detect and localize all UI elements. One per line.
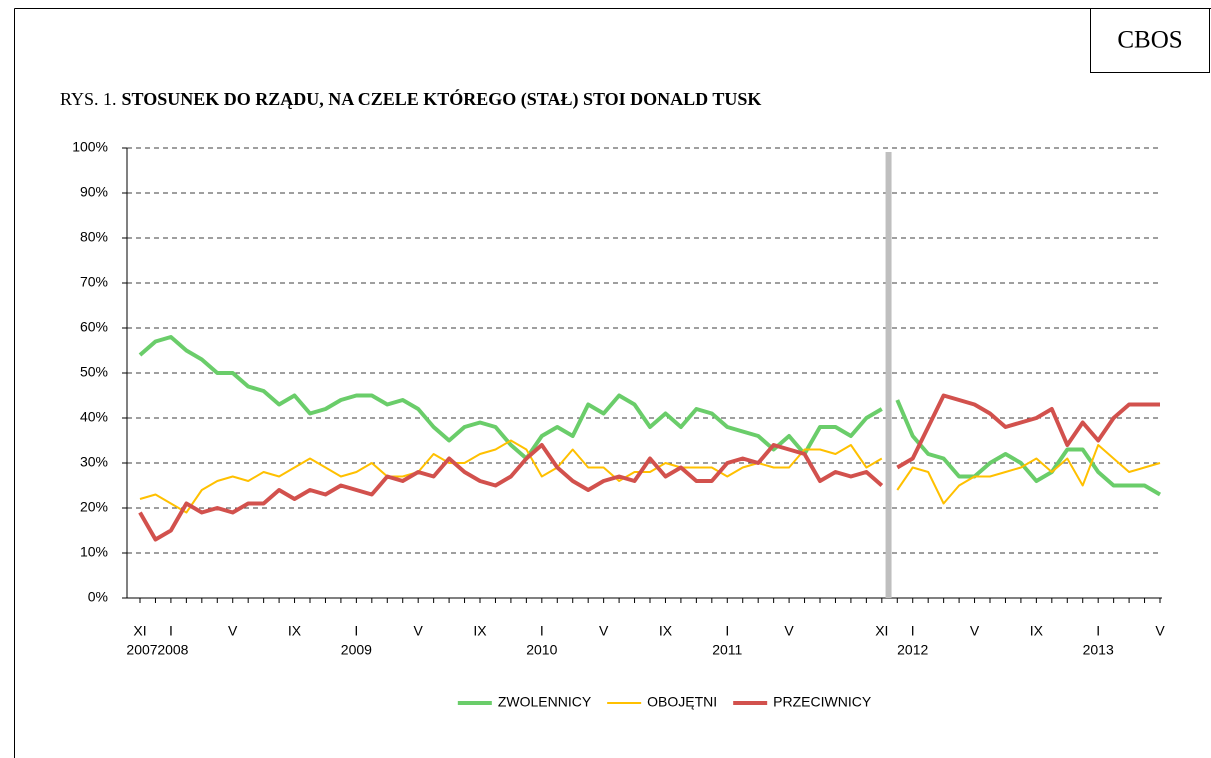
x-tick-label: I [1096, 623, 1100, 639]
x-tick-label: I [169, 623, 173, 639]
x-year-label: 2009 [341, 642, 372, 658]
legend-label: PRZECIWNICY [773, 694, 872, 710]
badge: CBOS [1117, 27, 1182, 54]
x-tick-label: IX [288, 623, 302, 639]
legend-label: OBOJĘTNI [647, 694, 717, 710]
x-tick-label: V [970, 623, 980, 639]
x-tick-label: IX [473, 623, 487, 639]
x-tick-label: V [1155, 623, 1165, 639]
y-tick-label: 60% [80, 319, 108, 335]
series-line [138, 443, 884, 542]
title-prefix: RYS. 1. [60, 89, 117, 109]
x-tick-label: V [228, 623, 238, 639]
x-tick-label: IX [659, 623, 673, 639]
y-tick-label: 80% [80, 229, 108, 245]
x-tick-label: XI [133, 623, 146, 639]
x-year-label: 2010 [526, 642, 557, 658]
x-tick-label: I [725, 623, 729, 639]
x-tick-label: V [784, 623, 794, 639]
badge-box [1090, 8, 1210, 73]
y-tick-label: 90% [80, 184, 108, 200]
y-tick-label: 30% [80, 454, 108, 470]
x-year-label: 2012 [897, 642, 928, 658]
y-tick-label: 100% [72, 139, 108, 155]
y-tick-label: 40% [80, 409, 108, 425]
x-tick-label: I [354, 623, 358, 639]
x-tick-label: V [414, 623, 424, 639]
y-tick-label: 50% [80, 364, 108, 380]
x-tick-label: I [540, 623, 544, 639]
x-tick-label: V [599, 623, 609, 639]
y-tick-label: 70% [80, 274, 108, 290]
series-line [895, 399, 1162, 497]
series-line [896, 393, 1160, 470]
chart-title: STOSUNEK DO RZĄDU, NA CZELE KTÓREGO (STA… [122, 88, 762, 110]
x-tick-label: XI [875, 623, 888, 639]
y-tick-label: 0% [88, 589, 108, 605]
y-tick-label: 10% [80, 544, 108, 560]
x-year-label: 2011 [712, 642, 742, 658]
x-year-label: 2007 [126, 642, 157, 658]
series-line [896, 444, 1161, 505]
series-line [138, 335, 883, 461]
legend-label: ZWOLENNICY [498, 694, 592, 710]
y-tick-label: 20% [80, 499, 108, 515]
x-year-label: 2008 [157, 642, 188, 658]
x-tick-label: IX [1030, 623, 1044, 639]
x-year-label: 2013 [1083, 642, 1114, 658]
x-tick-label: I [911, 623, 915, 639]
